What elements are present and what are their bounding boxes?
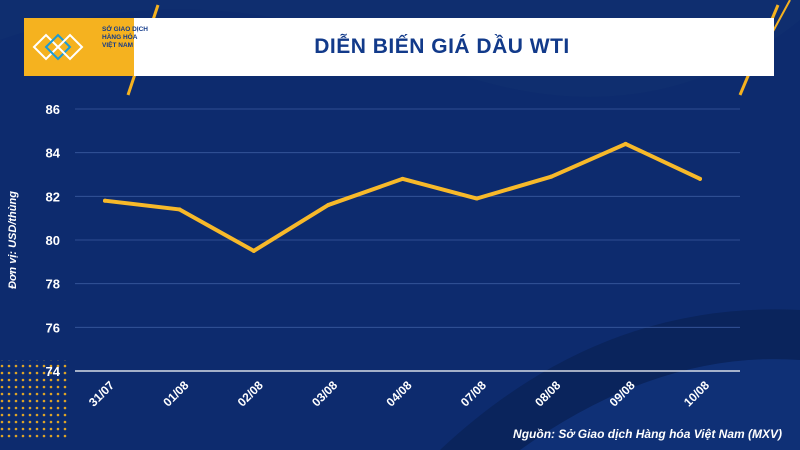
x-tick-label: 31/07 [86,378,117,409]
x-tick-label: 10/08 [681,378,712,409]
logo-area: SỞ GIAO DỊCH HÀNG HÓA VIỆT NAM [24,18,148,76]
header-bar [24,18,774,76]
y-tick-label: 84 [46,146,61,161]
y-tick-label: 80 [46,233,60,248]
y-axis-label: Đơn vị: USD/thùng [7,191,19,289]
data-point [103,198,107,203]
source-note: Nguồn: Sở Giao dịch Hàng hóa Việt Nam (M… [513,427,782,441]
data-point [549,174,554,179]
logo-text: SỞ GIAO DỊCH HÀNG HÓA VIỆT NAM [102,26,148,50]
y-tick-label: 74 [46,364,61,379]
logo-line: SỞ GIAO DỊCH [102,26,148,33]
x-tick-label: 04/08 [383,378,414,409]
y-tick-label: 78 [46,277,60,292]
logo-line: VIỆT NAM [102,42,134,49]
data-point [177,207,182,212]
x-tick-label: 02/08 [235,378,266,409]
data-point [698,176,702,181]
x-tick-label: 03/08 [309,378,340,409]
data-point [623,141,628,146]
logo-line: HÀNG HÓA [102,34,138,41]
y-tick-label: 76 [46,320,60,335]
mxv-logo-icon [32,33,84,61]
y-tick-label: 82 [46,189,60,204]
x-tick-label: 09/08 [607,378,638,409]
page-title: DIỄN BIẾN GIÁ DẦU WTI [314,35,570,58]
data-point [251,248,256,253]
series-line [103,141,702,253]
x-tick-label: 08/08 [532,378,563,409]
y-tick-label: 86 [46,102,60,117]
data-point [474,196,479,201]
x-tick-label: 01/08 [160,378,191,409]
x-tick-label: 07/08 [458,378,489,409]
data-point [326,203,331,208]
data-point [400,176,405,181]
